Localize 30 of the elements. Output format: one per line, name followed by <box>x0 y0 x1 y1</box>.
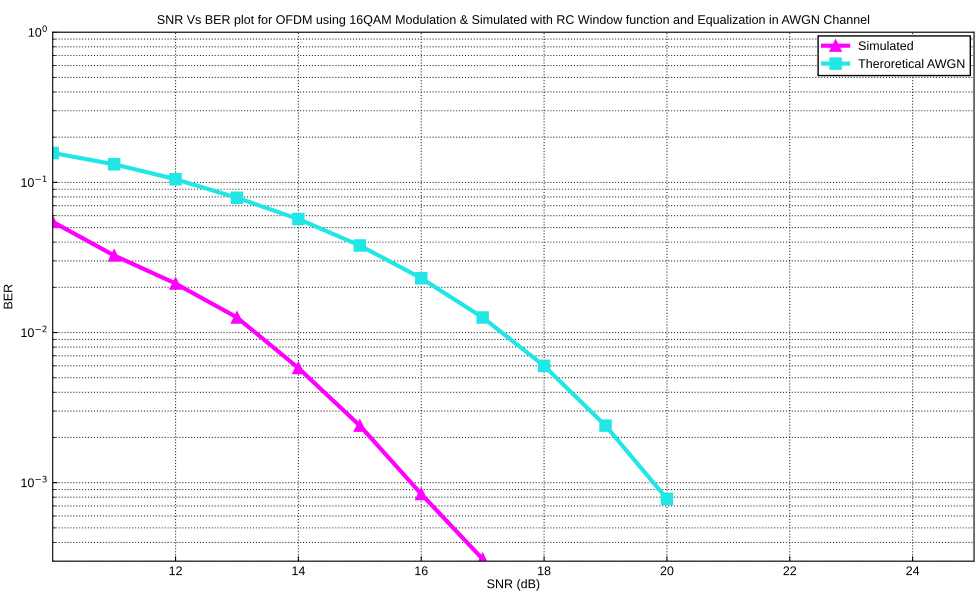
point <box>169 172 182 186</box>
x-tick-label: 18 <box>538 566 550 576</box>
point <box>354 419 366 432</box>
point <box>538 360 550 372</box>
point <box>414 488 428 500</box>
x-tick-label: 16 <box>415 566 428 576</box>
point <box>169 277 182 290</box>
legend-label: Simulated <box>858 40 913 50</box>
chart-title: SNR Vs BER plot for OFDM using 16QAM Modulation & Simulated with RC Window function and Equalization in AWGN Channel <box>157 14 870 26</box>
y-tick-label: 10$^{−1}$ <box>21 176 47 187</box>
x-tick-label: 12 <box>170 566 182 576</box>
point <box>292 212 305 226</box>
point <box>230 192 244 204</box>
legend-label: Theroretical AWGN <box>858 58 964 68</box>
y-tick-label: 10$^{−3}$ <box>21 476 47 488</box>
point <box>476 311 489 324</box>
point <box>599 419 612 432</box>
point <box>414 272 428 284</box>
x-axis-title: SNR (dB) <box>487 579 540 591</box>
point <box>108 158 120 171</box>
x-tick-label: 14 <box>292 566 305 576</box>
y-tick-label: 10$^{−2}$ <box>21 326 47 338</box>
point <box>354 239 366 252</box>
x-tick-label: 24 <box>906 566 920 576</box>
x-tick-label: 20 <box>660 566 674 576</box>
x-tick-label: 22 <box>783 566 796 576</box>
y-axis-title: BER <box>4 284 12 309</box>
y-tick-label: 10$^{0}$ <box>28 25 47 37</box>
point <box>108 249 120 262</box>
point <box>660 492 674 506</box>
